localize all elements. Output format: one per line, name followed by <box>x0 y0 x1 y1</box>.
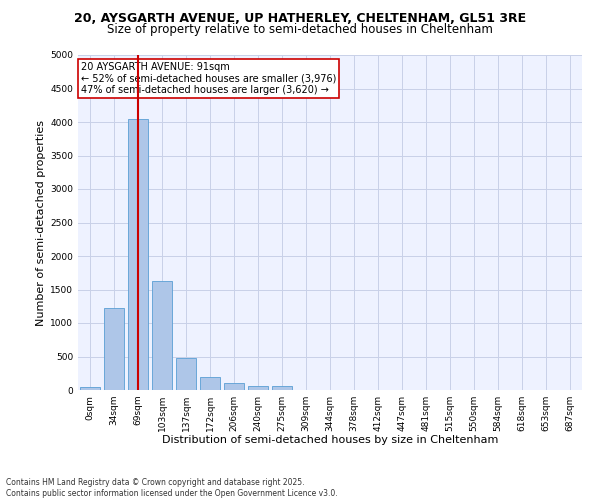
Bar <box>104 308 124 390</box>
Bar <box>176 358 196 390</box>
Text: Size of property relative to semi-detached houses in Cheltenham: Size of property relative to semi-detach… <box>107 22 493 36</box>
Bar <box>80 386 100 390</box>
Bar <box>224 382 244 390</box>
Bar <box>152 281 172 390</box>
Text: 20 AYSGARTH AVENUE: 91sqm
← 52% of semi-detached houses are smaller (3,976)
47% : 20 AYSGARTH AVENUE: 91sqm ← 52% of semi-… <box>80 62 336 95</box>
Y-axis label: Number of semi-detached properties: Number of semi-detached properties <box>36 120 46 326</box>
X-axis label: Distribution of semi-detached houses by size in Cheltenham: Distribution of semi-detached houses by … <box>162 436 498 446</box>
Bar <box>272 386 292 390</box>
Bar <box>200 378 220 390</box>
Bar <box>248 386 268 390</box>
Bar <box>128 120 148 390</box>
Text: Contains HM Land Registry data © Crown copyright and database right 2025.
Contai: Contains HM Land Registry data © Crown c… <box>6 478 338 498</box>
Text: 20, AYSGARTH AVENUE, UP HATHERLEY, CHELTENHAM, GL51 3RE: 20, AYSGARTH AVENUE, UP HATHERLEY, CHELT… <box>74 12 526 26</box>
